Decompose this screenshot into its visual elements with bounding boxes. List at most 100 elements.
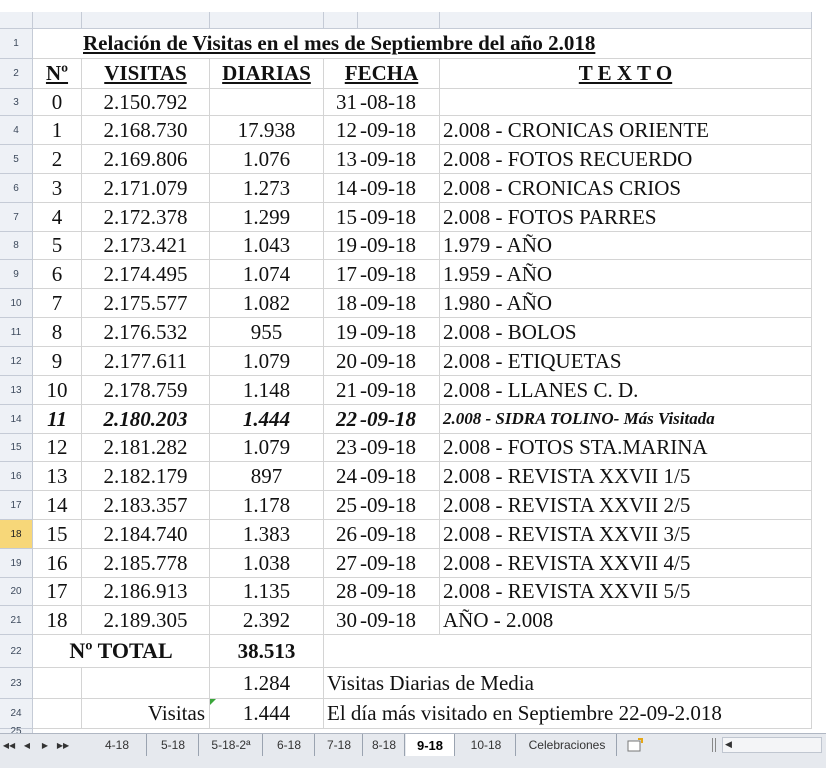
horizontal-scrollbar[interactable]: ◀ <box>722 737 822 753</box>
row-header[interactable]: 4 <box>0 116 33 145</box>
cell-visitas[interactable]: 2.174.495 <box>82 260 210 289</box>
row-header[interactable]: 13 <box>0 376 33 405</box>
cell-visitas[interactable]: 2.172.378 <box>82 203 210 232</box>
cell-fecha-month[interactable]: -09-18 <box>358 462 440 491</box>
cell-num[interactable]: 17 <box>33 578 82 606</box>
column-header-f[interactable] <box>440 12 812 29</box>
column-header-d[interactable] <box>324 12 358 29</box>
sheet-tab-7-18[interactable]: 7-18 <box>316 734 363 756</box>
cell-visitas[interactable]: 2.186.913 <box>82 578 210 606</box>
cell-fecha-day[interactable]: 14 <box>324 174 358 203</box>
empty-cell[interactable] <box>82 668 210 699</box>
sheet-tab-celebraciones[interactable]: Celebraciones <box>518 734 617 756</box>
cell-texto[interactable]: 2.008 - REVISTA XXVII 1/5 <box>440 462 812 491</box>
tab-split-handle[interactable] <box>712 738 716 752</box>
sheet-tab-8-18[interactable]: 8-18 <box>364 734 405 756</box>
cell-visitas[interactable]: 2.171.079 <box>82 174 210 203</box>
column-header-a[interactable] <box>33 12 82 29</box>
nav-first-sheet-button[interactable]: ◀◀ <box>2 740 16 750</box>
cell-fecha-month[interactable]: -09-18 <box>358 347 440 376</box>
cell-num[interactable]: 10 <box>33 376 82 405</box>
cell-fecha-day[interactable]: 21 <box>324 376 358 405</box>
cell-fecha-month[interactable]: -09-18 <box>358 376 440 405</box>
cell-fecha-day[interactable]: 22 <box>324 405 358 434</box>
cell-fecha-month[interactable]: -09-18 <box>358 318 440 347</box>
cell-texto[interactable]: 1.980 - AÑO <box>440 289 812 318</box>
row-header[interactable]: 9 <box>0 260 33 289</box>
cell-fecha-month[interactable]: -09-18 <box>358 491 440 520</box>
row-header[interactable]: 21 <box>0 606 33 635</box>
nav-prev-sheet-button[interactable]: ◀ <box>23 740 31 750</box>
max-value-cell[interactable]: 1.444 <box>210 699 324 729</box>
cell-fecha-month[interactable]: -08-18 <box>358 89 440 116</box>
cell-visitas[interactable]: 2.180.203 <box>82 405 210 434</box>
cell-num[interactable]: 9 <box>33 347 82 376</box>
select-all-corner[interactable] <box>0 12 33 29</box>
cell-texto[interactable]: 1.959 - AÑO <box>440 260 812 289</box>
cell-fecha-month[interactable]: -09-18 <box>358 289 440 318</box>
cell-fecha-month[interactable]: -09-18 <box>358 260 440 289</box>
row-header[interactable]: 16 <box>0 462 33 491</box>
cell-diarias[interactable]: 1.079 <box>210 434 324 462</box>
average-text-cell[interactable]: Visitas Diarias de Media <box>324 668 812 699</box>
cell-fecha-month[interactable]: -09-18 <box>358 405 440 434</box>
cell-fecha-day[interactable]: 19 <box>324 318 358 347</box>
cell-diarias[interactable]: 1.299 <box>210 203 324 232</box>
row-header[interactable]: 5 <box>0 145 33 174</box>
row-header[interactable]: 2 <box>0 59 33 89</box>
cell-texto[interactable]: 2.008 - CRONICAS CRIOS <box>440 174 812 203</box>
cell-num[interactable]: 8 <box>33 318 82 347</box>
cell-visitas[interactable]: 2.150.792 <box>82 89 210 116</box>
sheet-tab-5-18-2-[interactable]: 5-18-2ª <box>200 734 263 756</box>
cell-num[interactable]: 2 <box>33 145 82 174</box>
cell-diarias[interactable]: 1.383 <box>210 520 324 549</box>
cell-diarias[interactable]: 1.178 <box>210 491 324 520</box>
cell-fecha-month[interactable]: -09-18 <box>358 116 440 145</box>
cell-num[interactable]: 11 <box>33 405 82 434</box>
max-label-cell[interactable]: Visitas <box>82 699 210 729</box>
cell-num[interactable]: 4 <box>33 203 82 232</box>
column-header-c[interactable] <box>210 12 324 29</box>
sheet-tab-9-18[interactable]: 9-18 <box>406 734 455 756</box>
cell-fecha-month[interactable]: -09-18 <box>358 232 440 260</box>
average-value-cell[interactable]: 1.284 <box>210 668 324 699</box>
cell-fecha-month[interactable]: -09-18 <box>358 203 440 232</box>
row-header[interactable]: 23 <box>0 668 33 699</box>
row-header[interactable]: 7 <box>0 203 33 232</box>
total-value-cell[interactable]: 38.513 <box>210 635 324 668</box>
cell-texto[interactable] <box>440 89 812 116</box>
header-visitas[interactable]: VISITAS <box>82 59 210 89</box>
row-header[interactable]: 17 <box>0 491 33 520</box>
cell-visitas[interactable]: 2.183.357 <box>82 491 210 520</box>
max-text-cell[interactable]: El día más visitado en Septiembre 22-09-… <box>324 699 812 729</box>
cell-num[interactable]: 16 <box>33 549 82 578</box>
cell-fecha-day[interactable]: 27 <box>324 549 358 578</box>
cell-texto[interactable]: 2.008 - BOLOS <box>440 318 812 347</box>
row-header[interactable]: 8 <box>0 232 33 260</box>
cell-fecha-month[interactable]: -09-18 <box>358 520 440 549</box>
cell-fecha-month[interactable]: -09-18 <box>358 578 440 606</box>
cell-texto[interactable]: 2.008 - FOTOS RECUERDO <box>440 145 812 174</box>
cell-diarias[interactable]: 1.082 <box>210 289 324 318</box>
cell-fecha-day[interactable]: 25 <box>324 491 358 520</box>
cell-visitas[interactable]: 2.181.282 <box>82 434 210 462</box>
total-label-cell[interactable]: Nº TOTAL <box>33 635 210 668</box>
insert-sheet-icon[interactable] <box>618 734 652 756</box>
sheet-title-cell[interactable]: Relación de Visitas en el mes de Septiem… <box>33 29 812 59</box>
cell-fecha-day[interactable]: 15 <box>324 203 358 232</box>
row-header[interactable]: 22 <box>0 635 33 668</box>
sheet-tab-6-18[interactable]: 6-18 <box>264 734 315 756</box>
cell-diarias[interactable]: 1.074 <box>210 260 324 289</box>
sheet-tab-5-18[interactable]: 5-18 <box>148 734 199 756</box>
sheet-tab-10-18[interactable]: 10-18 <box>457 734 516 756</box>
cell-diarias[interactable] <box>210 89 324 116</box>
cell-num[interactable]: 6 <box>33 260 82 289</box>
cell-num[interactable]: 18 <box>33 606 82 635</box>
nav-next-sheet-button[interactable]: ▶ <box>41 740 49 750</box>
cell-num[interactable]: 12 <box>33 434 82 462</box>
cell-diarias[interactable]: 1.043 <box>210 232 324 260</box>
cell-texto[interactable]: 2.008 - ETIQUETAS <box>440 347 812 376</box>
cell-diarias[interactable]: 1.135 <box>210 578 324 606</box>
row-header[interactable]: 10 <box>0 289 33 318</box>
cell-texto[interactable]: 2.008 - FOTOS PARRES <box>440 203 812 232</box>
